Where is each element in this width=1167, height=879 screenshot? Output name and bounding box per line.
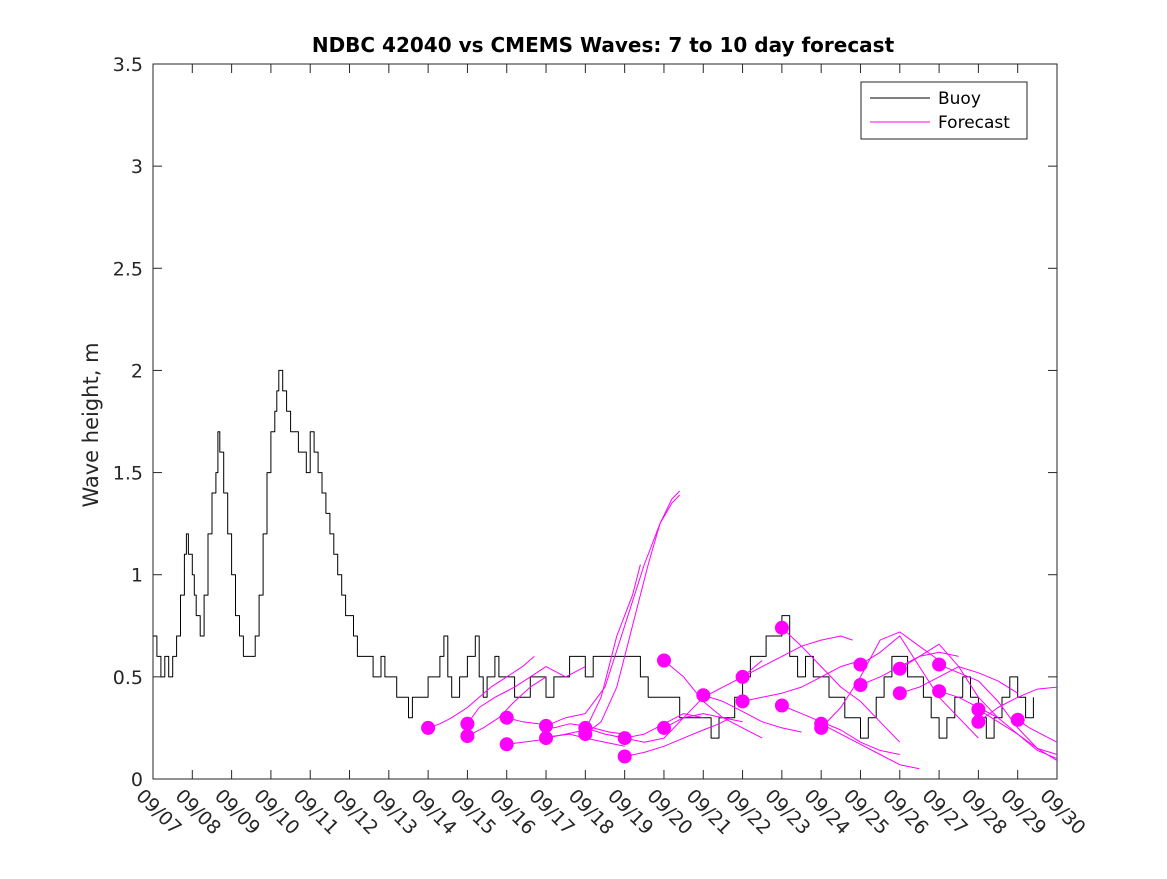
forecast-series-line-14 <box>703 694 802 733</box>
axes-box <box>152 63 1058 780</box>
forecast-start-marker-0 <box>421 720 436 735</box>
y-tick-label-4: 2 <box>131 360 143 382</box>
legend-buoy-label: Buoy <box>938 89 981 109</box>
forecast-start-marker-8 <box>578 720 593 735</box>
forecast-start-marker-20 <box>853 657 868 672</box>
buoy-series-line <box>153 369 1034 739</box>
legend-forecast-label: Forecast <box>938 113 1010 133</box>
forecast-series-line-20 <box>820 631 940 729</box>
forecast-start-marker-3 <box>499 710 514 725</box>
forecast-series-line-2 <box>467 676 547 737</box>
forecast-series-line-26 <box>938 690 1058 760</box>
forecast-series-line-16 <box>742 660 861 702</box>
forecast-series-line-9 <box>585 713 704 739</box>
forecast-start-marker-15 <box>735 694 750 709</box>
marker-layer <box>421 620 1025 764</box>
forecast-start-marker-1 <box>460 729 475 744</box>
y-axis-label: Wave height, m <box>79 342 103 507</box>
forecast-series-line-1 <box>427 656 535 729</box>
forecast-start-marker-19 <box>814 720 829 735</box>
forecast-start-marker-17 <box>774 698 789 713</box>
forecast-series-line-8 <box>584 490 681 735</box>
plot-area: 00.511.522.533.509/0709/0809/0909/1009/1… <box>113 54 1090 839</box>
forecast-series-line-21 <box>860 635 979 739</box>
forecast-start-marker-28 <box>1010 712 1025 727</box>
forecast-series-line-3 <box>466 666 586 725</box>
forecast-start-marker-9 <box>617 731 632 746</box>
forecast-series-line-12 <box>663 660 763 739</box>
y-tick-label-5: 2.5 <box>113 258 143 280</box>
forecast-start-marker-23 <box>892 686 907 701</box>
forecast-start-marker-21 <box>853 678 868 692</box>
forecast-start-marker-26 <box>971 702 986 717</box>
forecast-start-marker-11 <box>657 653 671 668</box>
forecast-series-line-10 <box>624 717 732 757</box>
forecast-start-marker-14 <box>735 669 750 684</box>
y-tick-label-2: 1 <box>131 565 143 587</box>
forecast-start-marker-12 <box>657 720 671 735</box>
forecast-series-line-4 <box>506 717 625 735</box>
forecast-start-marker-27 <box>971 714 986 729</box>
forecast-start-marker-22 <box>892 661 907 676</box>
forecast-start-marker-25 <box>932 684 947 699</box>
forecast-series-line-29 <box>1017 719 1058 743</box>
forecast-series-line-23 <box>899 643 999 719</box>
forecast-start-marker-5 <box>539 718 553 733</box>
legend: Buoy Forecast <box>860 81 1028 140</box>
forecast-series-line-27 <box>978 709 1058 762</box>
forecast-series-line-7 <box>545 494 681 727</box>
forecast-start-marker-13 <box>696 688 711 703</box>
forecast-series-line-6 <box>545 564 641 739</box>
forecast-series-line-22 <box>860 651 959 686</box>
forecast-start-marker-6 <box>539 731 553 746</box>
forecast-series-line-19 <box>820 723 920 770</box>
forecast-series-line-28 <box>978 686 1058 723</box>
series-layer <box>153 369 1058 770</box>
y-tick-label-3: 1.5 <box>113 463 143 485</box>
forecast-start-marker-4 <box>499 737 514 752</box>
forecast-series-line-18 <box>781 705 900 755</box>
y-tick-label-6: 3 <box>131 156 143 178</box>
legend-box <box>860 81 1028 140</box>
forecast-start-marker-24 <box>932 657 947 672</box>
y-tick-label-7: 3.5 <box>113 54 143 76</box>
forecast-start-marker-16 <box>774 620 789 635</box>
chart-title: NDBC 42040 vs CMEMS Waves: 7 to 10 day f… <box>312 33 895 57</box>
forecast-series-line-24 <box>899 666 1018 694</box>
forecast-series-line-17 <box>781 627 901 743</box>
y-tick-label-1: 0.5 <box>113 667 143 689</box>
forecast-start-marker-10 <box>617 749 632 764</box>
forecast-start-marker-2 <box>460 716 475 731</box>
y-tick-label-0: 0 <box>131 769 143 791</box>
